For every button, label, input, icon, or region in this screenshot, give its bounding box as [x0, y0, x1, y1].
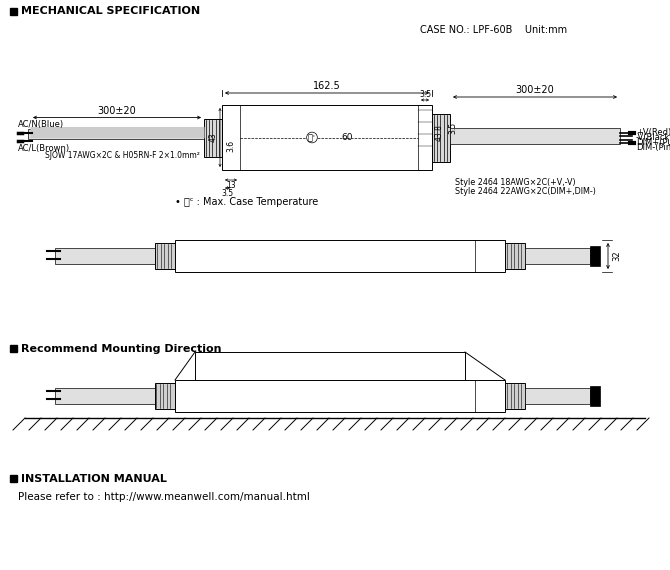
Bar — [28, 128, 204, 139]
Bar — [432, 113, 450, 161]
Text: AC/L(Brown): AC/L(Brown) — [18, 144, 70, 153]
Bar — [55, 248, 155, 264]
Bar — [525, 388, 590, 404]
Text: CASE NO.: LPF-60B    Unit:mm: CASE NO.: LPF-60B Unit:mm — [420, 25, 567, 35]
Text: 300±20: 300±20 — [516, 85, 554, 95]
Bar — [175, 380, 505, 412]
Bar — [155, 243, 175, 269]
Text: DIM+(Purple): DIM+(Purple) — [636, 138, 670, 147]
Text: SJOW 17AWG×2C & H05RN-F 2×1.0mm²: SJOW 17AWG×2C & H05RN-F 2×1.0mm² — [45, 152, 200, 161]
Bar — [10, 8, 17, 15]
Bar — [505, 383, 525, 409]
Bar — [590, 246, 600, 266]
Bar — [450, 128, 620, 144]
Bar — [175, 240, 505, 272]
Text: Style 2464 22AWG×2C(DIM+,DIM-): Style 2464 22AWG×2C(DIM+,DIM-) — [455, 187, 596, 196]
Text: 3.5: 3.5 — [222, 189, 234, 198]
Text: 300±20: 300±20 — [98, 105, 137, 116]
Text: 60: 60 — [341, 133, 352, 142]
Text: 3.6: 3.6 — [226, 140, 235, 152]
Text: 32: 32 — [612, 251, 621, 261]
Bar — [590, 386, 600, 406]
Text: -V(Black): -V(Black) — [636, 133, 670, 142]
Text: Style 2464 18AWG×2C(+V,-V): Style 2464 18AWG×2C(+V,-V) — [455, 178, 576, 187]
Text: 162.5: 162.5 — [313, 81, 341, 91]
Bar — [10, 345, 17, 352]
Text: 3.5: 3.5 — [419, 90, 431, 99]
Text: Recommend Mounting Direction: Recommend Mounting Direction — [21, 344, 222, 353]
Bar — [155, 383, 175, 409]
Bar — [195, 352, 465, 380]
Text: Ⓣᶜ: Ⓣᶜ — [308, 133, 316, 142]
Text: 43: 43 — [209, 133, 218, 142]
Bar — [222, 105, 432, 170]
Bar — [525, 248, 590, 264]
Text: MECHANICAL SPECIFICATION: MECHANICAL SPECIFICATION — [21, 6, 200, 17]
Bar — [55, 388, 155, 404]
Text: 43.8: 43.8 — [435, 124, 444, 141]
Text: DIM-(Pink): DIM-(Pink) — [636, 143, 670, 152]
Text: +V(Red): +V(Red) — [636, 128, 670, 137]
Text: • Ⓣᶜ : Max. Case Temperature: • Ⓣᶜ : Max. Case Temperature — [175, 197, 318, 207]
Text: Please refer to : http://www.meanwell.com/manual.html: Please refer to : http://www.meanwell.co… — [18, 492, 310, 502]
Text: INSTALLATION MANUAL: INSTALLATION MANUAL — [21, 474, 167, 483]
Text: 13: 13 — [226, 181, 236, 190]
Bar — [10, 475, 17, 482]
Text: AC/N(Blue): AC/N(Blue) — [18, 120, 64, 129]
Text: 3.5: 3.5 — [448, 121, 457, 133]
Bar — [505, 243, 525, 269]
Bar — [204, 119, 222, 157]
